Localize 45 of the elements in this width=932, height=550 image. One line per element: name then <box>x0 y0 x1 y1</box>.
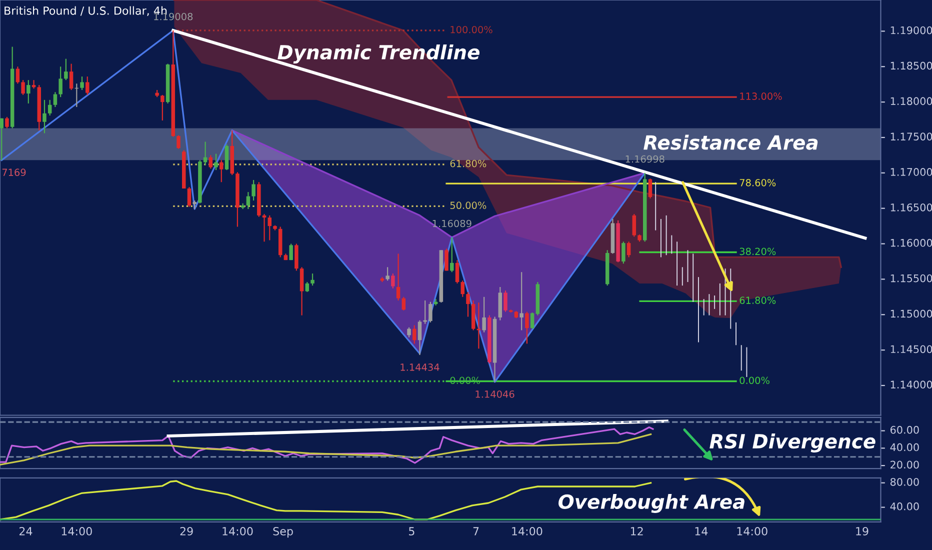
y-tick-label: 1.17500 <box>890 132 932 140</box>
annotation: Dynamic Trendline <box>278 44 480 64</box>
series-label: 61.80% <box>450 160 486 168</box>
annotation: 1.16998 <box>626 155 664 163</box>
annotation: 1.14046 <box>476 390 514 398</box>
x-tick-label: 14:00 <box>737 527 768 536</box>
x-tick-label: 19 <box>856 527 868 536</box>
y-tick-label: 40.00 <box>890 443 919 452</box>
y-tick-label: 60.00 <box>890 426 919 434</box>
x-tick-label: 14:00 <box>222 527 253 536</box>
y-tick-label: 1.17000 <box>890 168 932 176</box>
series-label: 78.60% <box>740 179 776 186</box>
y-tick-label: 80.00 <box>890 478 919 486</box>
annotation: 1.14434 <box>400 364 440 371</box>
x-tick-label: 14:00 <box>512 527 542 536</box>
y-tick-label: 1.14000 <box>890 380 932 389</box>
series-label: 38.20% <box>740 248 776 256</box>
x-tick-label: Sep <box>273 527 293 538</box>
y-tick-label: 1.14500 <box>890 345 932 354</box>
y-tick-label: 1.16500 <box>890 203 932 212</box>
x-tick-label: 12 <box>630 527 643 536</box>
y-tick-label: 1.18500 <box>890 62 932 70</box>
annotation: 7169 <box>2 168 26 176</box>
annotation: 1.16089 <box>432 220 472 228</box>
y-tick-label: 1.16000 <box>890 238 932 247</box>
series-label: 0.00% <box>740 376 770 384</box>
annotation: Overbought Area <box>558 494 744 513</box>
x-tick-label: 14 <box>695 527 708 536</box>
x-tick-label: 5 <box>409 527 414 536</box>
y-tick-label: 1.15000 <box>890 310 932 318</box>
series-label: 100.00% <box>450 26 492 34</box>
series-label: 113.00% <box>740 92 782 100</box>
series-label: 61.80% <box>740 296 776 304</box>
x-tick-label: 7 <box>473 527 479 536</box>
x-tick-label: 14:00 <box>62 527 92 536</box>
band-label: Resistance Area <box>644 134 818 150</box>
y-tick-label: 40.00 <box>890 502 919 510</box>
annotation: RSI Divergence <box>710 434 876 453</box>
y-tick-label: 1.15500 <box>890 274 932 282</box>
y-tick-label: 1.18000 <box>890 97 932 106</box>
x-tick-label: 29 <box>180 527 193 536</box>
y-tick-label: 1.19000 <box>890 26 932 34</box>
series-label: 50.00% <box>450 202 486 210</box>
y-tick-label: 20.00 <box>890 460 919 469</box>
x-tick-label: 24 <box>19 527 32 536</box>
